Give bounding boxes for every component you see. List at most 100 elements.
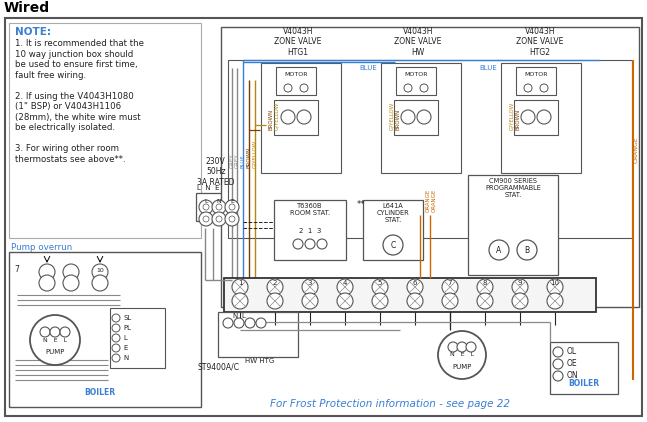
Text: G/YELLOW: G/YELLOW [252, 140, 258, 168]
Circle shape [305, 239, 315, 249]
Circle shape [547, 279, 563, 295]
Text: MOTOR: MOTOR [404, 72, 428, 77]
Text: 3. For wiring other room: 3. For wiring other room [15, 144, 119, 153]
Text: PUMP: PUMP [45, 349, 65, 355]
Circle shape [232, 279, 248, 295]
Circle shape [457, 342, 467, 352]
Text: L: L [204, 199, 208, 204]
Circle shape [297, 110, 311, 124]
Circle shape [284, 84, 292, 92]
Circle shape [407, 279, 423, 295]
Circle shape [372, 293, 388, 309]
Text: 1: 1 [237, 280, 242, 286]
Text: ORANGE: ORANGE [432, 188, 437, 211]
Circle shape [223, 318, 233, 328]
Text: 5: 5 [378, 280, 382, 286]
Text: 10 way junction box should: 10 way junction box should [15, 49, 133, 59]
Text: 1. It is recommended that the: 1. It is recommended that the [15, 39, 144, 48]
Text: PUMP: PUMP [452, 364, 472, 370]
Circle shape [225, 212, 239, 226]
Circle shape [112, 354, 120, 362]
Circle shape [302, 279, 318, 295]
Text: 2  1  3: 2 1 3 [299, 228, 321, 234]
Bar [110, 308, 165, 368]
Circle shape [60, 327, 70, 337]
Text: V4043H
ZONE VALVE
HTG1: V4043H ZONE VALVE HTG1 [274, 27, 322, 57]
Text: A: A [496, 246, 501, 254]
Text: T6360B
ROOM STAT.: T6360B ROOM STAT. [290, 203, 330, 216]
Text: OE: OE [567, 360, 578, 368]
Circle shape [300, 84, 308, 92]
Circle shape [337, 293, 353, 309]
Circle shape [489, 240, 509, 260]
Circle shape [540, 84, 548, 92]
Text: G/YELLOW: G/YELLOW [274, 102, 280, 130]
Text: L: L [123, 335, 127, 341]
Circle shape [267, 293, 283, 309]
Text: E: E [123, 345, 127, 351]
Text: PL: PL [123, 325, 131, 331]
Text: BROWN: BROWN [269, 109, 274, 130]
Circle shape [477, 293, 493, 309]
Text: 10: 10 [551, 280, 560, 286]
Text: G/YELLOW: G/YELLOW [509, 102, 514, 130]
Bar [9, 23, 201, 238]
Bar [381, 63, 461, 173]
Text: N: N [217, 199, 221, 204]
Circle shape [448, 342, 458, 352]
Text: 8: 8 [483, 280, 487, 286]
Text: 7: 7 [448, 280, 452, 286]
Circle shape [229, 216, 235, 222]
Text: BROWN: BROWN [516, 109, 520, 130]
Text: ST9400A/C: ST9400A/C [197, 362, 239, 371]
Circle shape [521, 110, 535, 124]
Text: BLUE: BLUE [241, 154, 245, 168]
Bar [196, 193, 248, 221]
Circle shape [383, 235, 403, 255]
Text: MOTOR: MOTOR [284, 72, 308, 77]
Bar [516, 67, 556, 95]
Circle shape [407, 293, 423, 309]
Circle shape [199, 212, 213, 226]
Circle shape [30, 315, 80, 365]
Text: B: B [525, 246, 529, 254]
Text: L  N  E: L N E [197, 185, 219, 191]
Circle shape [216, 216, 222, 222]
Circle shape [477, 279, 493, 295]
Circle shape [112, 344, 120, 352]
Text: BROWN: BROWN [395, 109, 400, 130]
Text: BOILER: BOILER [85, 388, 116, 397]
Circle shape [229, 204, 235, 210]
Bar [501, 63, 581, 173]
Bar [550, 342, 618, 394]
Circle shape [466, 342, 476, 352]
Circle shape [63, 264, 79, 280]
Circle shape [216, 204, 222, 210]
Circle shape [212, 212, 226, 226]
Circle shape [512, 279, 528, 295]
Text: Wired: Wired [4, 1, 50, 15]
Circle shape [40, 327, 50, 337]
Circle shape [112, 334, 120, 342]
Circle shape [442, 293, 458, 309]
Text: GREY: GREY [234, 153, 239, 168]
Circle shape [404, 84, 412, 92]
Text: 6: 6 [413, 280, 417, 286]
Bar [394, 100, 438, 135]
Circle shape [256, 318, 266, 328]
Circle shape [417, 110, 431, 124]
Text: C: C [390, 241, 395, 249]
Circle shape [267, 279, 283, 295]
Circle shape [232, 293, 248, 309]
Circle shape [302, 293, 318, 309]
Circle shape [401, 110, 415, 124]
Circle shape [112, 314, 120, 322]
Bar [261, 63, 341, 173]
Circle shape [420, 84, 428, 92]
Text: NOTE:: NOTE: [15, 27, 51, 37]
Text: BOILER: BOILER [569, 379, 600, 388]
Text: BLUE: BLUE [479, 65, 497, 71]
Text: 4: 4 [343, 280, 347, 286]
Text: BLUE: BLUE [359, 65, 377, 71]
Text: V4043H
ZONE VALVE
HW: V4043H ZONE VALVE HW [394, 27, 442, 57]
